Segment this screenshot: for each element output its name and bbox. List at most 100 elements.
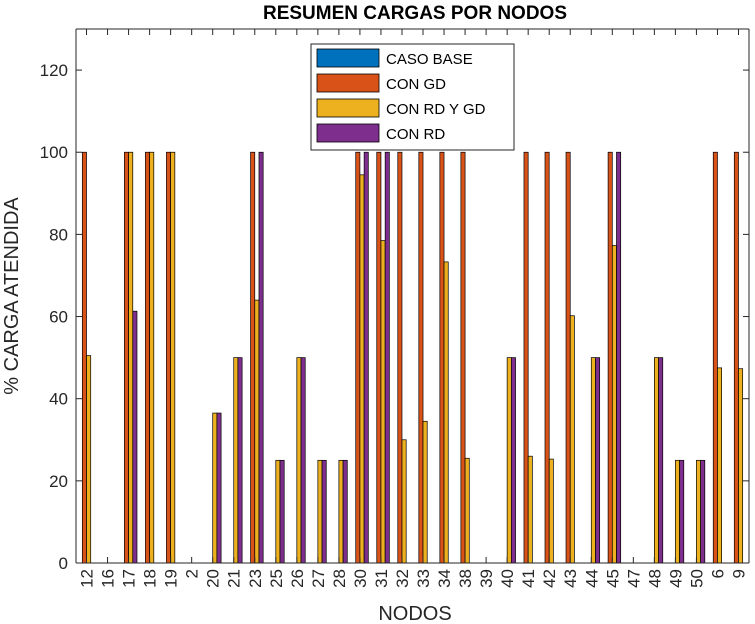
- bar-12-con-rd-y-gd: [86, 355, 92, 564]
- x-tick-label: 25: [267, 569, 286, 588]
- bar-31-con-rd: [384, 151, 390, 564]
- bar-34-con-rd-y-gd: [443, 261, 449, 564]
- bar-49-con-rd: [679, 459, 685, 564]
- bar-42-con-rd-y-gd: [548, 458, 554, 564]
- y-tick-label: 120: [40, 61, 68, 80]
- bar-45-con-gd: [607, 151, 613, 564]
- x-tick-label: 41: [519, 569, 538, 588]
- bar-6-con-gd: [712, 151, 718, 564]
- bar-33-con-rd-y-gd: [422, 420, 428, 564]
- x-tick-label: 34: [435, 569, 454, 588]
- legend: CASO BASE CON GD CON RD Y GD CON RD: [310, 43, 515, 151]
- legend-swatch: [316, 123, 380, 143]
- x-tick-label: 23: [246, 569, 265, 588]
- x-tick-label: 50: [687, 569, 706, 588]
- bar-18-con-gd: [145, 151, 150, 564]
- bar-17-con-rd: [132, 310, 138, 564]
- x-tick-label: 31: [372, 569, 391, 588]
- x-tick-label: 38: [456, 569, 475, 588]
- x-tick-label: 20: [204, 569, 223, 588]
- bar-33-con-gd: [418, 151, 424, 564]
- bar-21-con-rd: [237, 357, 243, 564]
- x-ticks-group: 12 16 17 18 19 2 20 21 23 25 26 27 28 30 31 32 33 34 38 39 4…: [78, 29, 748, 588]
- bar-41-con-gd: [523, 151, 529, 564]
- x-tick-label: 49: [666, 569, 685, 588]
- bar-34-con-gd: [439, 151, 445, 564]
- bar-9-con-rd-y-gd: [738, 368, 744, 564]
- bar-30-con-gd: [355, 151, 361, 564]
- bar-23-con-gd: [250, 151, 256, 564]
- bar-20-con-rd-y-gd: [212, 412, 218, 564]
- bar-9-con-gd: [733, 151, 739, 564]
- bar-18-con-rd-y-gd: [149, 151, 155, 564]
- bar-30-con-rd: [363, 151, 369, 564]
- bar-43-con-gd: [565, 151, 571, 564]
- x-tick-label: 12: [78, 569, 97, 588]
- bar-45-con-rd: [616, 151, 622, 564]
- legend-swatch: [316, 98, 380, 118]
- x-tick-label: 42: [540, 569, 559, 588]
- bar-28-con-rd-y-gd: [338, 459, 344, 564]
- bar-20-con-rd: [216, 412, 222, 564]
- bar-23-con-rd-y-gd: [254, 299, 260, 564]
- x-tick-label: 18: [141, 569, 160, 588]
- bar-19-con-rd-y-gd: [170, 151, 176, 564]
- bar-44-con-rd: [595, 357, 601, 564]
- bar-26-con-rd-y-gd: [296, 357, 302, 564]
- x-tick-label: 27: [309, 569, 328, 588]
- legend-label: CON RD: [386, 126, 445, 143]
- x-tick-label: 32: [393, 569, 412, 588]
- bar-27-con-rd: [321, 459, 327, 564]
- bar-50-con-rd-y-gd: [696, 459, 701, 564]
- y-ticks-group: 0 20 40 60 80 100 120: [40, 61, 749, 573]
- bar-44-con-rd-y-gd: [590, 357, 596, 564]
- bar-41-con-rd-y-gd: [527, 455, 533, 564]
- bar-12-con-gd: [81, 151, 87, 564]
- x-tick-label: 44: [582, 569, 601, 588]
- bar-31-con-rd-y-gd: [380, 240, 386, 564]
- legend-label: CASO BASE: [386, 51, 473, 68]
- x-tick-label: 9: [729, 569, 748, 578]
- bar-25-con-rd-y-gd: [275, 459, 281, 564]
- bar-23-con-rd: [258, 151, 264, 564]
- bar-42-con-gd: [544, 151, 550, 564]
- y-axis-label: % CARGA ATENDIDA: [1, 197, 23, 395]
- x-tick-label: 28: [330, 569, 349, 588]
- x-tick-label: 26: [288, 569, 307, 588]
- bar-26-con-rd: [300, 357, 306, 564]
- bar-40-con-rd-y-gd: [506, 357, 512, 564]
- y-tick-label: 80: [49, 225, 68, 244]
- bar-17-con-gd: [124, 151, 129, 564]
- bar-21-con-rd-y-gd: [233, 357, 239, 564]
- axes-group: [75, 28, 750, 564]
- bar-38-con-gd: [460, 151, 466, 564]
- bar-43-con-rd-y-gd: [569, 315, 575, 564]
- bar-38-con-rd-y-gd: [464, 457, 470, 564]
- legend-swatch: [316, 73, 380, 93]
- bar-28-con-rd: [342, 459, 348, 564]
- x-tick-label: 43: [561, 569, 580, 588]
- bar-45-con-rd-y-gd: [611, 245, 617, 564]
- legend-swatch: [316, 48, 380, 68]
- bar-19-con-gd: [166, 151, 171, 564]
- bar-6-con-rd-y-gd: [717, 367, 723, 564]
- x-tick-label: 16: [99, 569, 118, 588]
- bar-48-con-rd-y-gd: [654, 357, 659, 564]
- legend-label: CON GD: [386, 76, 446, 93]
- x-tick-label: 45: [603, 569, 622, 588]
- legend-label: CON RD Y GD: [386, 101, 486, 118]
- bar-40-con-rd: [510, 357, 516, 564]
- x-tick-label: 33: [414, 569, 433, 588]
- bar-25-con-rd: [279, 459, 285, 564]
- bar-17-con-rd-y-gd: [128, 151, 134, 564]
- y-tick-label: 40: [49, 390, 68, 409]
- bar-50-con-rd: [700, 459, 706, 564]
- x-tick-label: 2: [183, 569, 202, 578]
- bar-48-con-rd: [658, 357, 664, 564]
- bar-32-con-rd-y-gd: [401, 439, 407, 564]
- y-tick-label: 20: [49, 472, 68, 491]
- x-tick-label: 47: [624, 569, 643, 588]
- x-tick-label: 19: [162, 569, 181, 588]
- x-tick-label: 17: [120, 569, 139, 588]
